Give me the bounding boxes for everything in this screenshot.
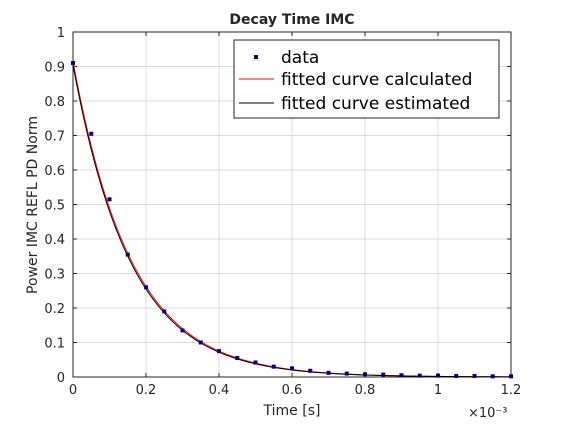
- data-point: [472, 373, 477, 378]
- x-tick-label: 1.2: [501, 383, 522, 398]
- data-point: [144, 285, 148, 290]
- data-point: [344, 371, 349, 376]
- y-axis-label: Power IMC REFL PD Norm: [25, 116, 41, 294]
- data-point: [417, 373, 422, 378]
- y-tick-label: 0.1: [44, 337, 65, 352]
- data-point: [71, 61, 75, 66]
- axis-ticks: 0 0.2 0.4 0.6 0.8 1 1.2 0 0.1 0.2 0.3 0.4 0.5 0.6 0.7 0…: [44, 26, 521, 398]
- y-tick-label: 0.3: [44, 268, 65, 283]
- y-tick-label: 0.7: [44, 130, 65, 145]
- data-point: [198, 340, 203, 345]
- legend: data fitted curve calculated fitted curv…: [233, 39, 500, 119]
- x-tick-label: 0.6: [282, 383, 303, 398]
- data-point: [180, 328, 185, 333]
- data-point: [235, 356, 240, 361]
- data-point: [89, 131, 94, 136]
- data-point: [217, 349, 221, 354]
- data-point: [308, 368, 313, 373]
- data-point: [271, 364, 276, 369]
- y-tick-label: 0.5: [44, 199, 65, 214]
- x-axis-multiplier: ×10⁻³: [468, 406, 508, 421]
- data-point: [454, 373, 459, 378]
- y-tick-label: 0: [57, 371, 65, 386]
- y-tick-label: 0.2: [44, 302, 65, 317]
- legend-label-estimated: fitted curve estimated: [281, 94, 470, 114]
- legend-marker-data: [254, 55, 258, 59]
- data-point: [326, 370, 331, 375]
- y-tick-label: 0.8: [44, 95, 65, 110]
- legend-label-data: data: [281, 48, 319, 68]
- data-point: [490, 374, 495, 379]
- data-point: [363, 372, 367, 377]
- chart-title: Decay Time IMC: [229, 12, 354, 28]
- series-layer: [71, 61, 513, 379]
- data-point: [436, 373, 440, 378]
- data-point: [253, 360, 258, 365]
- data-point: [107, 197, 112, 202]
- data-point: [162, 309, 167, 314]
- y-tick-label: 0.4: [44, 233, 65, 248]
- x-tick-label: 0.2: [136, 383, 157, 398]
- x-tick-label: 0.8: [355, 383, 376, 398]
- y-tick-label: 1: [57, 26, 65, 41]
- x-tick-label: 1: [434, 383, 442, 398]
- legend-label-calculated: fitted curve calculated: [281, 70, 472, 90]
- y-tick-label: 0.6: [44, 164, 65, 179]
- data-point: [399, 373, 404, 378]
- data-point: [509, 374, 513, 379]
- data-point: [290, 366, 294, 371]
- x-axis-label: Time [s]: [263, 403, 321, 419]
- data-point: [125, 252, 130, 257]
- x-tick-label: 0.4: [209, 383, 230, 398]
- legend-box: [233, 39, 500, 119]
- x-tick-label: 0: [69, 383, 77, 398]
- data-point: [381, 372, 386, 377]
- y-tick-label: 0.9: [44, 61, 65, 76]
